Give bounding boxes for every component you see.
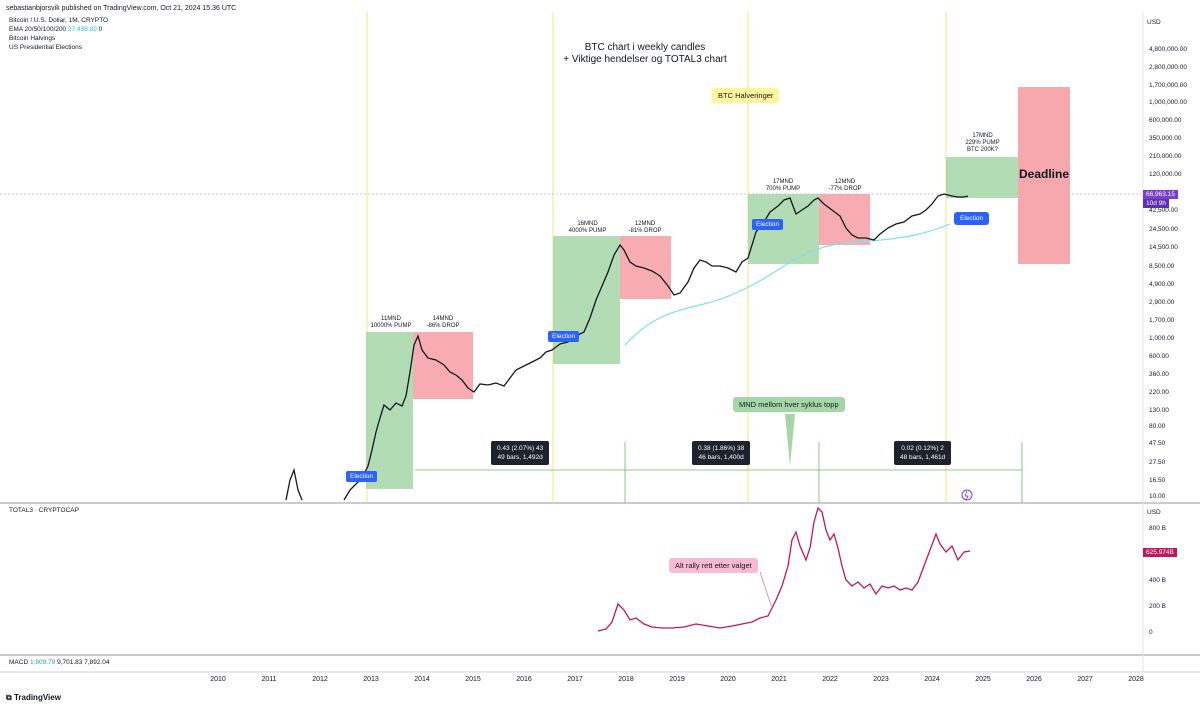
price-axis-label: 1,700,000.00 <box>1149 82 1187 89</box>
total3-axis-label: 800 B <box>1149 525 1166 532</box>
tradingview-wordmark: TradingView <box>13 693 61 702</box>
price-axis-label: 4,800,000.00 <box>1149 46 1187 53</box>
currency-label[interactable]: USD <box>1147 19 1161 26</box>
total3-legend[interactable]: TOTAL3 · CRYPTOCAP <box>9 507 79 514</box>
price-axis-label: 120,000.00 <box>1149 171 1182 178</box>
total3-current-tag: 625.974B <box>1143 548 1177 557</box>
tradingview-logo: ⧉ TradingView <box>6 693 61 703</box>
year-label: 2018 <box>618 676 634 683</box>
measure-cycle2[interactable]: 0.38 (1.86%) 38 46 bars, 1,400d <box>692 441 751 465</box>
total3-currency: USD <box>1147 509 1161 516</box>
price-axis-label: 47.50 <box>1149 440 1166 447</box>
symbol-legend[interactable]: Bitcoin / U.S. Dollar, 1M, CRYPTO <box>9 17 109 24</box>
year-label: 2027 <box>1077 676 1093 683</box>
year-label: 2021 <box>771 676 787 683</box>
macd-value2: 9,701.83 <box>57 659 83 666</box>
year-label: 2020 <box>720 676 736 683</box>
halvings-legend[interactable]: Bitcoin Halvings <box>9 35 56 42</box>
year-label: 2017 <box>567 676 583 683</box>
cycle2-pump-label: 16MND 4000% PUMP <box>568 221 607 234</box>
cycle2-drop-label: 12MND -81% DROP <box>628 221 662 234</box>
price-axis-label: 600,000.00 <box>1149 117 1182 124</box>
total3-axis-label: 200 B <box>1149 603 1166 610</box>
measure-cycle2-line1: 0.38 (1.86%) 38 <box>698 445 745 452</box>
year-label: 2011 <box>261 676 277 683</box>
price-axis-label: 1,000.00 <box>1149 335 1175 342</box>
measure-cycle3[interactable]: 0.02 (0.12%) 2 48 bars, 1,461d <box>894 441 952 465</box>
year-label: 2019 <box>669 676 685 683</box>
price-axis-label: 10.00 <box>1149 493 1166 500</box>
total3-axis-label: 400 B <box>1149 577 1166 584</box>
countdown-tag: 10d 9h <box>1143 199 1169 208</box>
macd-value3: 7,892.04 <box>84 659 110 666</box>
year-label: 2014 <box>414 676 430 683</box>
chart-title-line1: BTC chart i weekly candles <box>584 42 706 53</box>
price-axis-label: 80.00 <box>1149 423 1166 430</box>
year-label: 2016 <box>516 676 532 683</box>
price-axis-label: 1,000,000.00 <box>1149 99 1187 106</box>
cycle-top-callout[interactable]: MND mellom hver syklus topp <box>733 397 845 412</box>
year-label: 2010 <box>210 676 226 683</box>
price-axis-label: 24,500.00 <box>1149 226 1178 233</box>
election-marker-2016[interactable]: Election <box>548 331 580 342</box>
price-axis-label: 600.00 <box>1149 353 1169 360</box>
macd-value1: 1,809.79 <box>29 659 56 666</box>
alt-rally-callout[interactable]: Alt rally rett etter valget <box>669 558 758 573</box>
total3-axis-label: 0 <box>1149 629 1153 636</box>
macd-label: MACD <box>9 659 29 666</box>
price-axis-label: 4,900.00 <box>1149 281 1175 288</box>
measure-cycle1[interactable]: 0.43 (2.07%) 43 49 bars, 1,492d <box>491 441 550 465</box>
measure-cycle3-line2: 48 bars, 1,461d <box>900 454 946 461</box>
price-axis-label: 220.00 <box>1149 389 1169 396</box>
price-axis-label: 210,000.00 <box>1149 153 1182 160</box>
year-label: 2015 <box>465 676 481 683</box>
election-marker-2012[interactable]: Election <box>346 471 378 482</box>
publisher-line: sebastianbjorsvik published on TradingVi… <box>6 5 237 12</box>
macd-legend[interactable]: MACD 1,809.79 9,701.83 7,892.04 <box>9 659 110 667</box>
measure-cycle1-line2: 49 bars, 1,492d <box>497 454 543 461</box>
cycle3-drop-label: 12MND -77% DROP <box>828 179 862 192</box>
cycle1-pump-label: 11MND 10000% PUMP <box>370 316 412 329</box>
year-label: 2012 <box>312 676 328 683</box>
elections-legend[interactable]: US Presidential Elections <box>9 44 82 51</box>
chart-title-line2: + Viktige hendelser og TOTAL3 chart <box>563 54 727 65</box>
price-axis-label: 360.00 <box>1149 371 1169 378</box>
year-label: 2028 <box>1128 676 1144 683</box>
current-price-tag: 66,963.15 <box>1143 190 1178 199</box>
price-axis-label: 2,800,000.00 <box>1149 64 1187 71</box>
price-axis-label: 350,000.00 <box>1149 135 1182 142</box>
price-axis-label: 16.50 <box>1149 477 1166 484</box>
measure-cycle3-line1: 0.02 (0.12%) 2 <box>901 445 944 452</box>
cycle3-pump-label: 17MND 700% PUMP <box>765 179 801 192</box>
measure-cycle1-line1: 0.43 (2.07%) 43 <box>497 445 544 452</box>
year-label: 2024 <box>924 676 940 683</box>
price-axis-label: 14,500.00 <box>1149 244 1178 251</box>
measure-cycle2-line2: 46 bars, 1,400d <box>698 454 744 461</box>
price-axis-label: 130.00 <box>1149 407 1169 414</box>
election-marker-2020[interactable]: Election <box>752 219 784 230</box>
price-axis-label: 8,500.00 <box>1149 263 1175 270</box>
year-label: 2022 <box>822 676 838 683</box>
ema-label: EMA 20/50/100/200 <box>9 26 67 33</box>
ema-legend[interactable]: EMA 20/50/100/200 27,438.89 0 <box>9 26 102 34</box>
year-label: 2013 <box>363 676 379 683</box>
halvings-callout[interactable]: BTC Halveringer <box>712 88 780 103</box>
cycle4-pump-label: 17MND 229% PUMP BTC 200K? <box>965 133 1000 153</box>
year-label: 2023 <box>873 676 889 683</box>
election-callout[interactable]: Election <box>954 212 990 225</box>
tradingview-icon: ⧉ <box>6 693 14 702</box>
ema-zero: 0 <box>98 26 103 33</box>
chart-title: BTC chart i weekly candles + Viktige hen… <box>555 42 735 66</box>
price-axis-label: 1,700.00 <box>1149 317 1175 324</box>
ema-value: 27,438.89 <box>67 26 97 33</box>
cycle1-drop-label: 14MND -86% DROP <box>426 316 460 329</box>
year-label: 2026 <box>1026 676 1042 683</box>
year-label: 2025 <box>975 676 991 683</box>
price-axis-label: 2,900.00 <box>1149 299 1175 306</box>
price-axis-label: 27.50 <box>1149 459 1166 466</box>
price-axis-label: 42,500.00 <box>1149 207 1178 214</box>
deadline-label[interactable]: Deadline <box>1018 167 1069 181</box>
